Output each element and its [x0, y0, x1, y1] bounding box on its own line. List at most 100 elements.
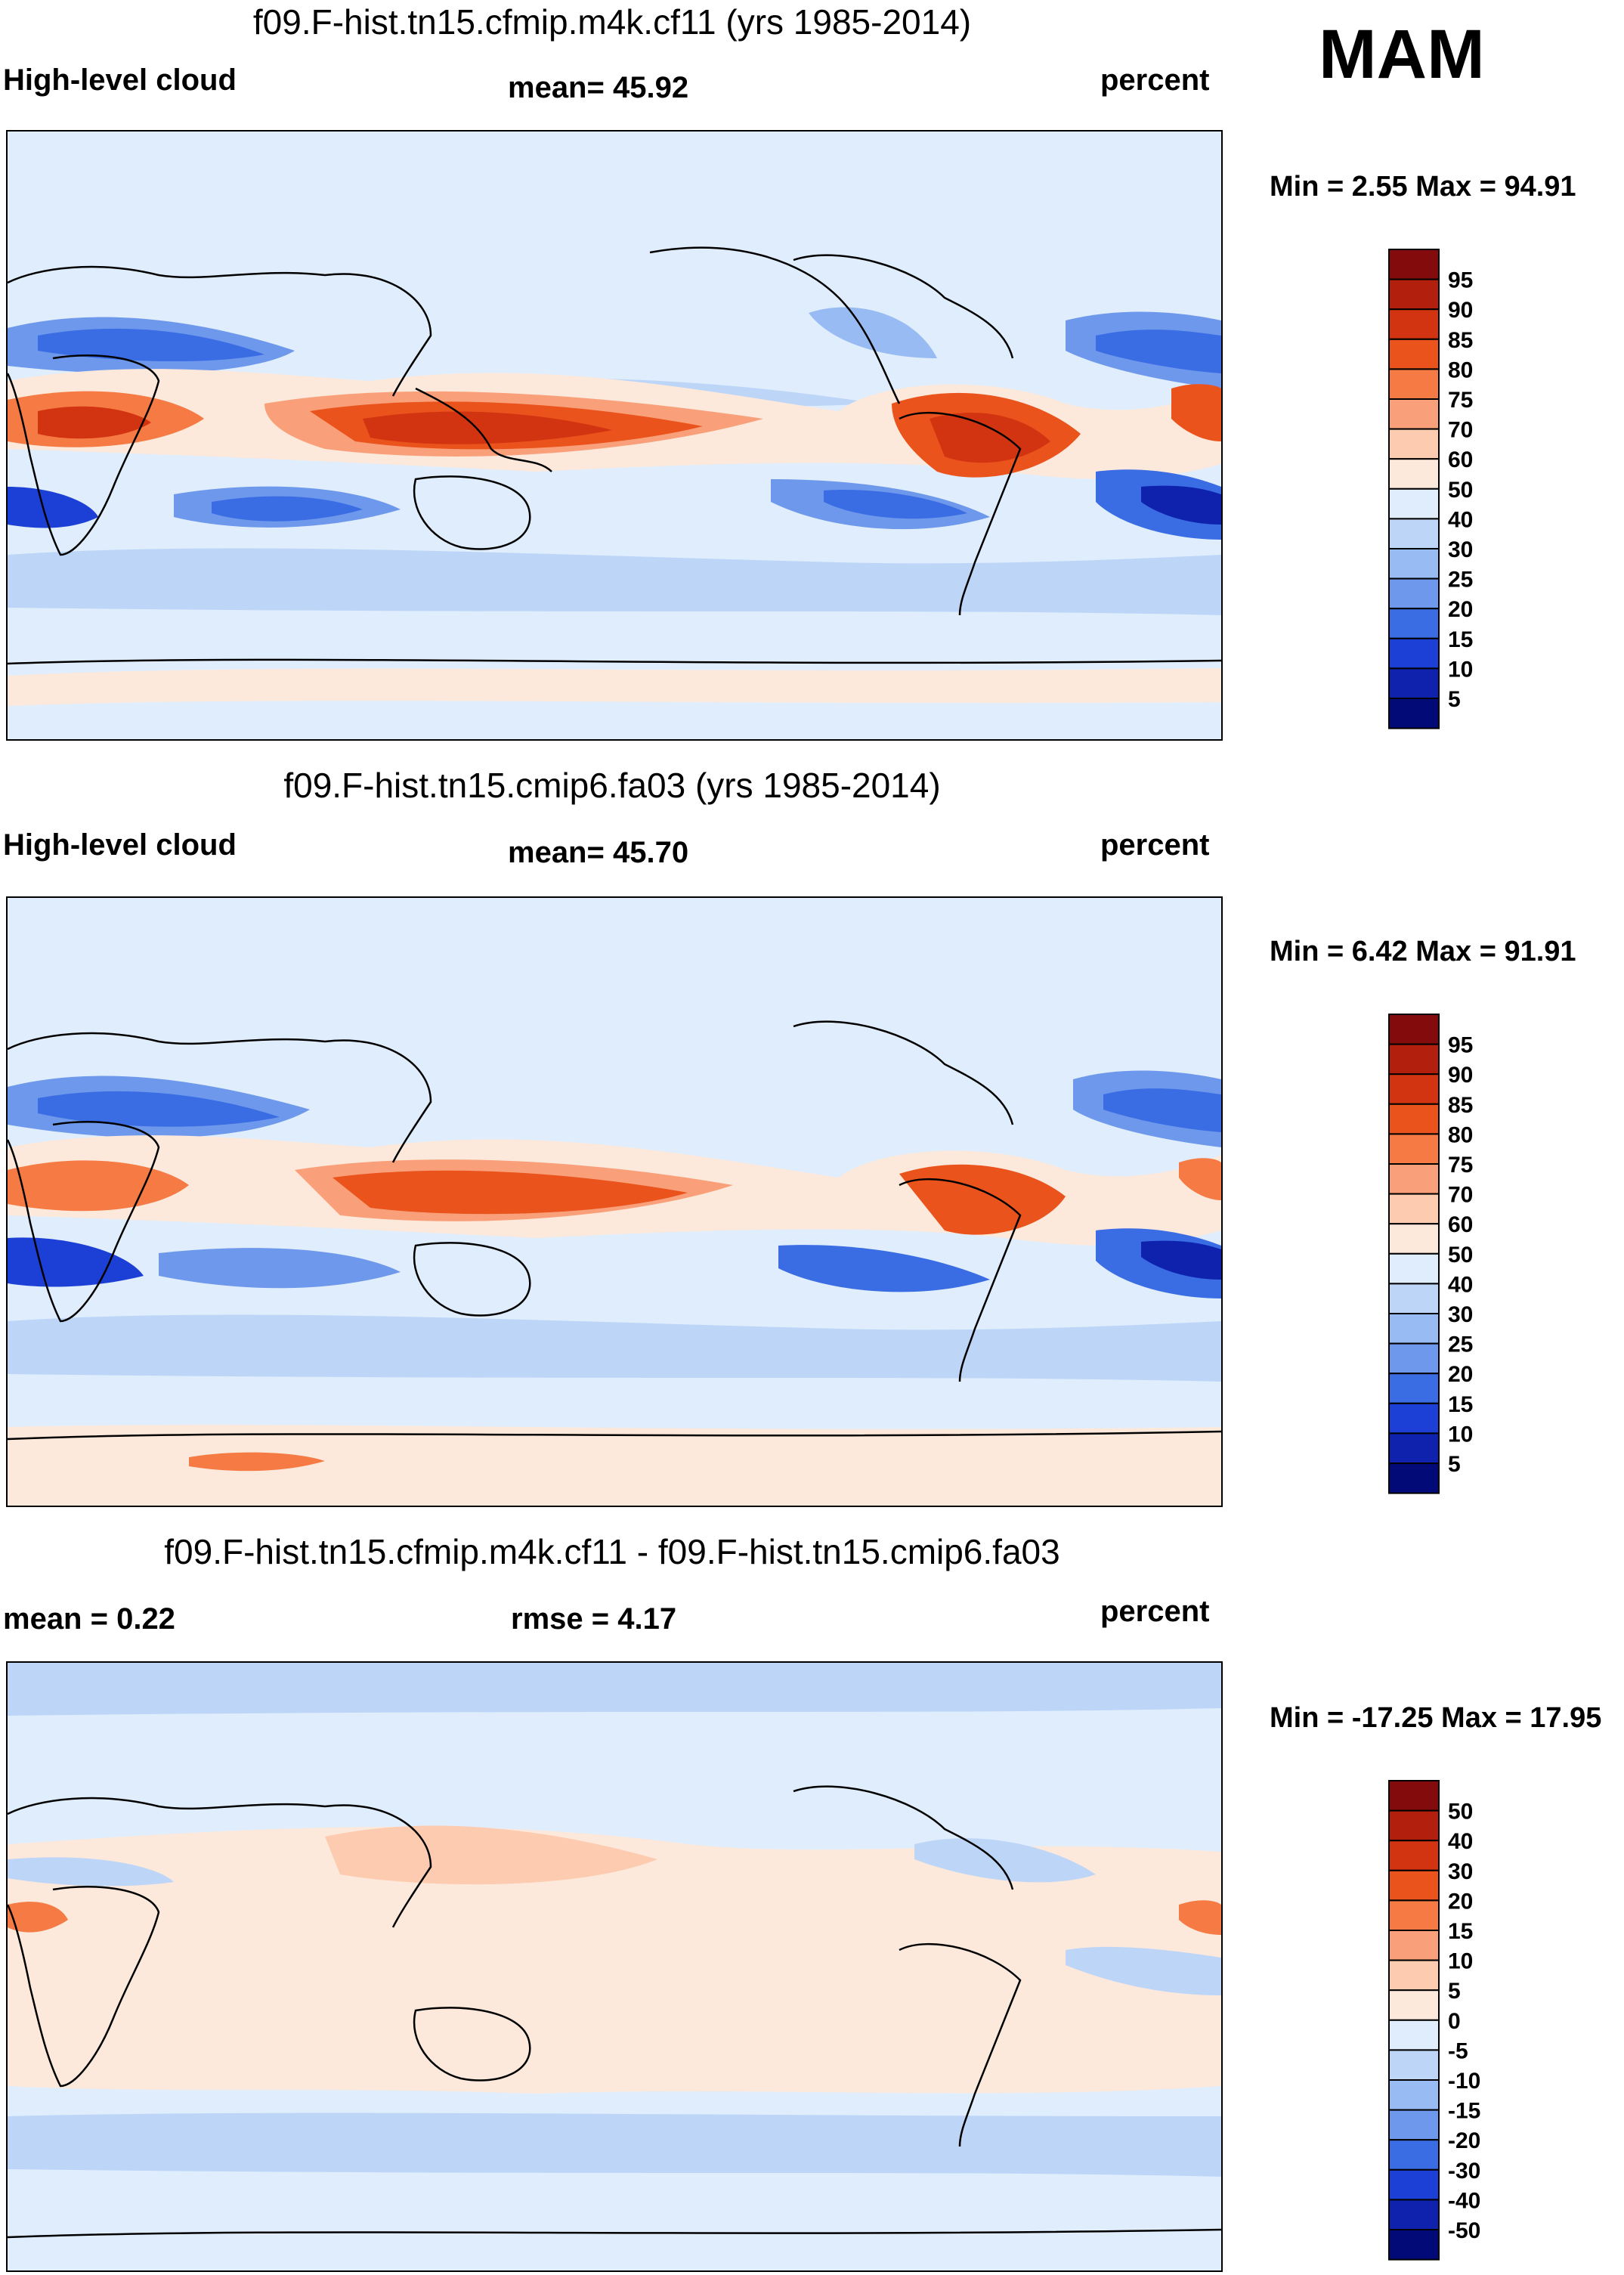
colorbar-tick-label: 70	[1448, 1183, 1473, 1208]
panel-3-units-label: percent	[1100, 1595, 1210, 1628]
colorbar-tick-label: 70	[1448, 418, 1473, 443]
panel-1-variable-label: High-level cloud	[3, 63, 237, 97]
colorbar-tick-label: 85	[1448, 328, 1473, 353]
colorbar-tick-label: 50	[1448, 478, 1473, 503]
colorbar-tick-label: 40	[1448, 507, 1473, 532]
colorbar-swatch	[1388, 398, 1440, 430]
coastline	[649, 246, 901, 404]
coastline	[413, 1242, 531, 1317]
contour-band	[8, 1425, 1221, 1506]
colorbar-swatch	[1388, 1432, 1440, 1465]
coastline	[415, 387, 552, 472]
colorbar-tick-label: 85	[1448, 1093, 1473, 1118]
colorbar-swatch	[1388, 338, 1440, 370]
colorbar-tick-label: 10	[1448, 1422, 1473, 1447]
season-label: MAM	[1319, 16, 1485, 93]
panel-1-mean-label: mean= 45.92	[508, 71, 689, 104]
colorbar-swatch	[1388, 2139, 1440, 2171]
colorbar-swatch	[1388, 518, 1440, 549]
colorbar-swatch	[1388, 2199, 1440, 2231]
colorbar-tick-label: 60	[1448, 447, 1473, 472]
colorbar-swatch	[1388, 1462, 1440, 1494]
colorbar-tick-label: 40	[1448, 1829, 1473, 1854]
colorbar-swatch	[1388, 249, 1440, 280]
colorbar-tick-label: 5	[1448, 1452, 1461, 1477]
colorbar-swatch	[1388, 1252, 1440, 1285]
colorbar-swatch	[1388, 428, 1440, 460]
coastline	[899, 1178, 1022, 1382]
contour-band	[809, 307, 937, 358]
contour-band	[914, 1838, 1096, 1883]
colorbar-swatch	[1388, 1402, 1440, 1435]
colorbar-swatch	[1388, 2079, 1440, 2111]
colorbar-swatch	[1388, 1163, 1440, 1195]
panel-2-title: f09.F-hist.tn15.cmip6.fa03 (yrs 1985-201…	[283, 766, 941, 805]
colorbar-tick-label: 30	[1448, 1859, 1473, 1884]
contour-band	[1171, 384, 1221, 441]
colorbar-swatch	[1388, 488, 1440, 520]
coastline	[8, 1797, 432, 1928]
coastlines	[8, 1785, 1221, 2239]
colorbar-swatch	[1388, 1073, 1440, 1105]
colorbar-swatch	[1388, 667, 1440, 700]
coastlines	[8, 1020, 1221, 1441]
colorbar-swatch	[1388, 1840, 1440, 1871]
contour-band	[8, 548, 1221, 615]
coastline	[8, 2228, 1221, 2239]
panel-2-map	[6, 896, 1223, 1507]
colorbar-swatch	[1388, 1313, 1440, 1345]
colorbar-swatch	[1388, 1133, 1440, 1165]
coastline	[8, 658, 1221, 665]
contour-band	[8, 701, 1221, 739]
panel-2-units-label: percent	[1100, 828, 1210, 862]
panel-1-map-svg	[8, 132, 1221, 739]
contour-band	[899, 1164, 1066, 1235]
colorbar-tick-label: 75	[1448, 388, 1473, 413]
contour-band	[38, 328, 264, 362]
colorbar-tick-label: 80	[1448, 358, 1473, 382]
panel-3-minmax: Min = -17.25 Max = 17.95	[1270, 1702, 1602, 1734]
panel-2-colorbar: 95 90 85 80 75 70 60 50 40 30 25 20 15 10 5	[1388, 1014, 1473, 1494]
panel-3-rmse-label: rmse = 4.17	[511, 1602, 677, 1636]
colorbar-tick-label: 80	[1448, 1122, 1473, 1147]
coastline	[793, 1785, 1014, 1890]
contour-band	[363, 411, 612, 444]
colorbar-tick-label: -10	[1448, 2069, 1480, 2094]
colorbar-swatch	[1388, 2168, 1440, 2201]
panel-2-map-svg	[8, 898, 1221, 1506]
contour-band	[212, 496, 363, 522]
panel-1-title: f09.F-hist.tn15.cfmip.m4k.cf11 (yrs 1985…	[252, 2, 972, 42]
colorbar-swatch	[1388, 368, 1440, 400]
colorbar-tick-label: -5	[1448, 2038, 1468, 2063]
colorbar-tick-label: 95	[1448, 1033, 1473, 1058]
panel-1-minmax: Min = 2.55 Max = 94.91	[1270, 171, 1576, 203]
contour-band	[8, 1237, 144, 1287]
colorbar-tick-label: 25	[1448, 568, 1473, 593]
contour-band	[8, 2199, 1221, 2270]
coastline	[8, 1121, 160, 1323]
colorbar-tick-label: -50	[1448, 2218, 1480, 2243]
coastline	[8, 354, 160, 556]
colorbar-tick-label: 15	[1448, 1392, 1473, 1417]
contour-band	[1103, 1088, 1221, 1132]
panel-3-mean-label: mean = 0.22	[3, 1602, 175, 1636]
panel-3-map	[6, 1661, 1223, 2272]
colorbar-tick-label: 20	[1448, 1889, 1473, 1914]
contour-band	[8, 1826, 1221, 2094]
colorbar-tick-label: 10	[1448, 657, 1473, 682]
panel-1-map	[6, 130, 1223, 741]
contour-band	[38, 406, 151, 439]
colorbar-swatch	[1388, 1959, 1440, 1992]
colorbar-swatch	[1388, 1283, 1440, 1314]
colorbar-swatch	[1388, 1223, 1440, 1255]
colorbar-swatch	[1388, 1193, 1440, 1225]
colorbar-swatch	[1388, 1869, 1440, 1902]
contour-band	[824, 490, 967, 519]
panel-2-mean-label: mean= 45.70	[508, 836, 689, 869]
coastline	[413, 2007, 531, 2082]
contour-band	[8, 487, 98, 528]
contour-band	[159, 1248, 401, 1289]
colorbar-tick-label: 30	[1448, 1302, 1473, 1327]
colorbar-swatch	[1388, 2019, 1440, 2051]
colorbar-tick-label: 50	[1448, 1800, 1473, 1825]
